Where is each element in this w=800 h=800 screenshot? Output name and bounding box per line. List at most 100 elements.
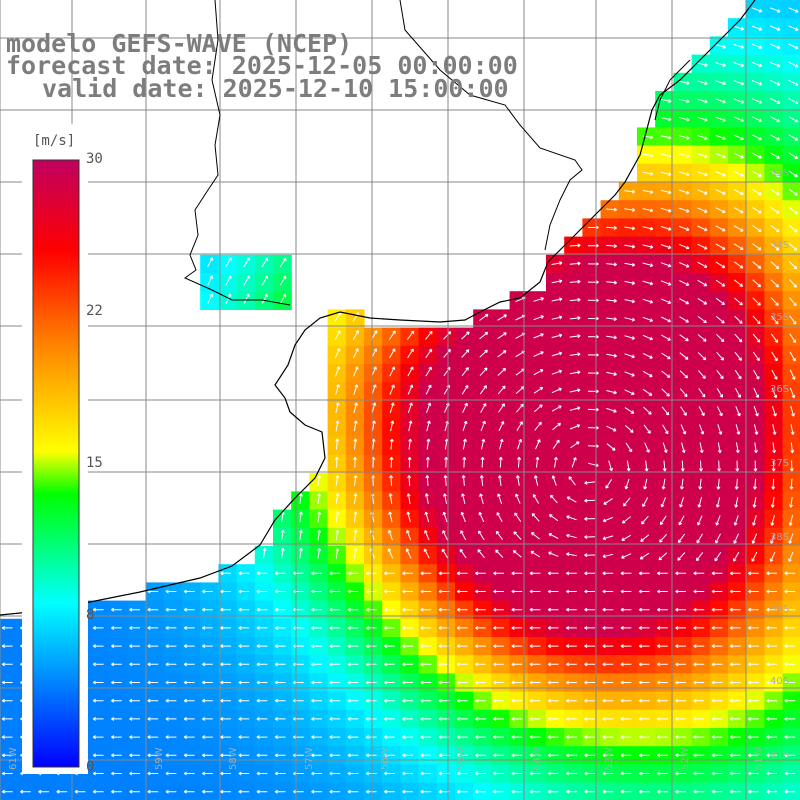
latitude-label: 37S — [770, 458, 789, 469]
wind-arrow — [715, 62, 726, 67]
wind-arrow — [711, 589, 723, 594]
wind-arrow — [459, 548, 467, 559]
wind-arrow — [92, 607, 104, 612]
wind-arrow — [734, 297, 743, 306]
wind-arrow — [111, 771, 122, 776]
wind-arrow — [529, 789, 541, 794]
wind-arrow — [784, 644, 796, 649]
wind-arrow — [402, 589, 413, 594]
wind-arrow — [407, 475, 412, 486]
wind-arrow — [529, 753, 541, 758]
wind-arrow — [147, 771, 159, 776]
wind-arrow — [752, 515, 757, 526]
wind-arrow — [621, 534, 632, 541]
wind-arrow — [784, 662, 796, 667]
wind-arrow — [460, 511, 466, 523]
wind-arrow — [92, 771, 104, 776]
wind-arrow — [788, 188, 798, 196]
wind-arrow — [479, 385, 487, 395]
colorbar-tick-0: 0 — [86, 759, 95, 775]
wind-arrow — [551, 261, 563, 266]
wind-arrow — [311, 625, 322, 630]
wind-arrow — [550, 494, 558, 504]
wind-arrow — [602, 516, 614, 523]
wind-arrow — [570, 441, 580, 449]
wind-arrow — [770, 188, 780, 196]
wind-arrow — [752, 225, 762, 232]
wind-arrow — [644, 442, 650, 453]
wind-arrow — [657, 716, 668, 721]
wind-arrow — [347, 789, 359, 794]
wind-arrow — [729, 716, 741, 721]
wind-arrow — [602, 753, 614, 758]
wind-arrow — [365, 680, 377, 685]
wind-arrow — [624, 226, 636, 231]
wind-arrow — [402, 735, 413, 740]
wind-arrow — [353, 493, 358, 505]
wind-arrow — [788, 279, 797, 288]
latitude-label: 38S — [770, 532, 789, 543]
wind-arrow — [729, 571, 741, 576]
wind-arrow — [638, 571, 650, 576]
wind-arrow — [334, 330, 341, 341]
wind-arrow — [698, 370, 706, 379]
wind-arrow — [274, 589, 286, 594]
wind-arrow — [677, 552, 686, 561]
wind-arrow — [365, 571, 377, 576]
wind-arrow — [547, 571, 559, 576]
wind-arrow — [347, 698, 359, 703]
wind-arrow — [751, 25, 763, 31]
wind-arrow — [771, 369, 778, 380]
wind-arrow — [769, 551, 776, 562]
wind-arrow — [547, 589, 559, 594]
wind-arrow — [766, 644, 777, 649]
wind-arrow — [498, 403, 505, 413]
wind-arrow — [498, 456, 503, 468]
wind-arrow — [365, 789, 377, 794]
wind-arrow — [475, 589, 486, 594]
wind-arrow — [420, 698, 432, 703]
wind-arrow — [387, 529, 393, 541]
wind-arrow — [547, 698, 559, 703]
wind-arrow — [406, 493, 411, 505]
wind-arrow — [620, 735, 632, 740]
wind-arrow — [697, 116, 708, 122]
wind-arrow — [679, 262, 690, 268]
wind-arrow — [202, 680, 213, 685]
wind-arrow — [551, 297, 563, 302]
wind-arrow — [1, 716, 13, 721]
wind-arrow — [365, 589, 377, 594]
wind-arrow — [220, 789, 231, 794]
wind-arrow — [642, 298, 654, 304]
wind-arrow — [675, 625, 686, 630]
wind-arrow — [624, 371, 635, 377]
wind-arrow — [335, 529, 340, 541]
wind-arrow — [711, 607, 723, 612]
wind-arrow — [475, 753, 486, 758]
wind-arrow — [256, 589, 268, 594]
wind-arrow — [620, 771, 632, 776]
wind-arrow — [788, 206, 798, 215]
wind-arrow — [788, 243, 798, 251]
wind-arrow — [697, 496, 703, 508]
wind-arrow — [547, 625, 559, 630]
wind-arrow — [402, 607, 413, 612]
wind-arrow — [584, 589, 595, 594]
wind-arrow — [493, 753, 504, 758]
wind-arrow — [754, 442, 758, 454]
wind-arrow — [407, 402, 413, 413]
wind-arrow — [274, 771, 286, 776]
wind-arrow — [788, 170, 798, 178]
wind-arrow — [456, 753, 468, 758]
wind-arrow — [697, 80, 708, 86]
wind-arrow — [111, 680, 122, 685]
wind-arrow — [202, 789, 213, 794]
wind-arrow — [534, 421, 542, 431]
wind-arrow — [387, 548, 394, 559]
wind-arrow — [238, 644, 250, 649]
wind-arrow — [389, 366, 396, 377]
wind-arrow — [475, 716, 486, 721]
wind-arrow — [711, 680, 723, 685]
wind-arrow — [477, 549, 485, 559]
